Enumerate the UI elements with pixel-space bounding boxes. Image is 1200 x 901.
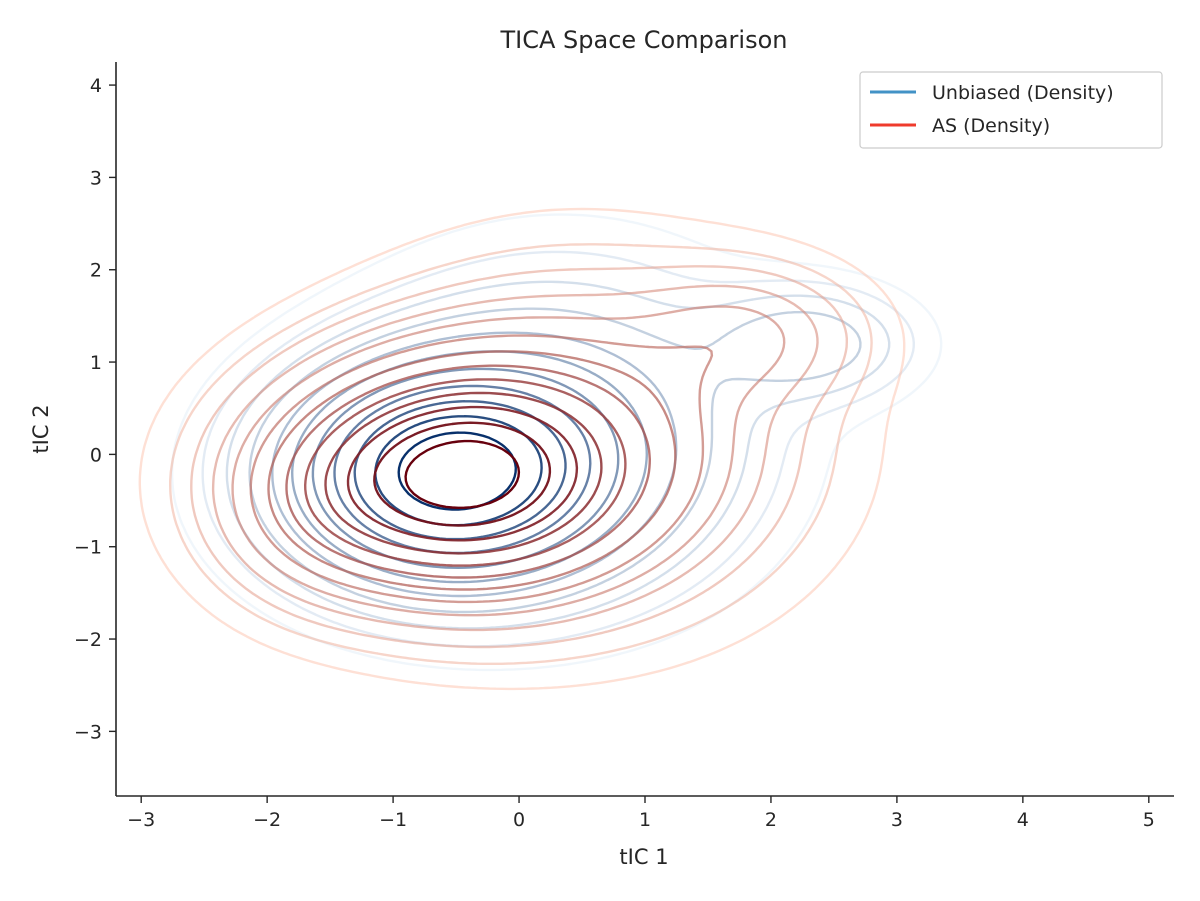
x-tick-label: 2 bbox=[765, 809, 777, 831]
chart-title: TICA Space Comparison bbox=[499, 26, 787, 54]
legend: Unbiased (Density) AS (Density) bbox=[859, 71, 1163, 149]
y-axis-ticks: −3 −2 −1 0 1 2 3 4 bbox=[74, 75, 116, 743]
unbiased-density-contours bbox=[170, 213, 943, 672]
y-tick-label: 0 bbox=[90, 444, 102, 466]
as-contour-level-6 bbox=[267, 350, 677, 591]
x-tick-label: 3 bbox=[891, 809, 903, 831]
x-tick-label: 4 bbox=[1017, 809, 1029, 831]
y-tick-label: 2 bbox=[90, 260, 102, 282]
as-contour-level-7 bbox=[285, 364, 651, 579]
y-tick-label: −2 bbox=[74, 629, 102, 651]
x-axis-ticks: −3 −2 −1 0 1 2 3 4 5 bbox=[127, 796, 1155, 831]
unbiased-contour-level-8 bbox=[353, 400, 567, 541]
legend-label-unbiased: Unbiased (Density) bbox=[932, 82, 1114, 104]
y-tick-label: 1 bbox=[90, 352, 102, 374]
plot-area bbox=[138, 207, 943, 691]
y-tick-label: −1 bbox=[74, 537, 102, 559]
x-tick-label: −3 bbox=[127, 809, 155, 831]
x-tick-label: −1 bbox=[379, 809, 407, 831]
y-axis-label: tIC 2 bbox=[29, 404, 53, 453]
unbiased-contour-level-3 bbox=[248, 307, 862, 614]
as-contour-level-9 bbox=[324, 391, 603, 555]
x-tick-label: 5 bbox=[1143, 809, 1155, 831]
as-contour-level-11 bbox=[373, 421, 552, 527]
x-tick-label: 0 bbox=[513, 809, 525, 831]
contour-layer bbox=[138, 207, 943, 691]
x-tick-label: −2 bbox=[253, 809, 281, 831]
as-contour-level-4 bbox=[231, 305, 786, 617]
as-contour-level-8 bbox=[304, 378, 627, 567]
y-tick-label: 3 bbox=[90, 167, 102, 189]
as-contour-level-3 bbox=[211, 284, 819, 632]
y-tick-label: 4 bbox=[90, 75, 102, 97]
as-contour-level-5 bbox=[249, 334, 714, 604]
unbiased-contour-level-4 bbox=[271, 331, 678, 598]
legend-frame bbox=[859, 71, 1163, 149]
as-contour-level-0 bbox=[138, 207, 906, 691]
x-tick-label: 1 bbox=[639, 809, 651, 831]
as-contour-level-2 bbox=[190, 265, 848, 649]
unbiased-contour-level-7 bbox=[333, 384, 592, 555]
as-contour-level-12 bbox=[404, 439, 521, 509]
as-contour-level-1 bbox=[169, 243, 873, 665]
legend-label-as: AS (Density) bbox=[932, 115, 1050, 137]
y-tick-label: −3 bbox=[74, 721, 102, 743]
x-axis-label: tIC 1 bbox=[619, 845, 668, 869]
as-contour-level-10 bbox=[346, 405, 579, 542]
as-density-contours bbox=[138, 207, 906, 691]
